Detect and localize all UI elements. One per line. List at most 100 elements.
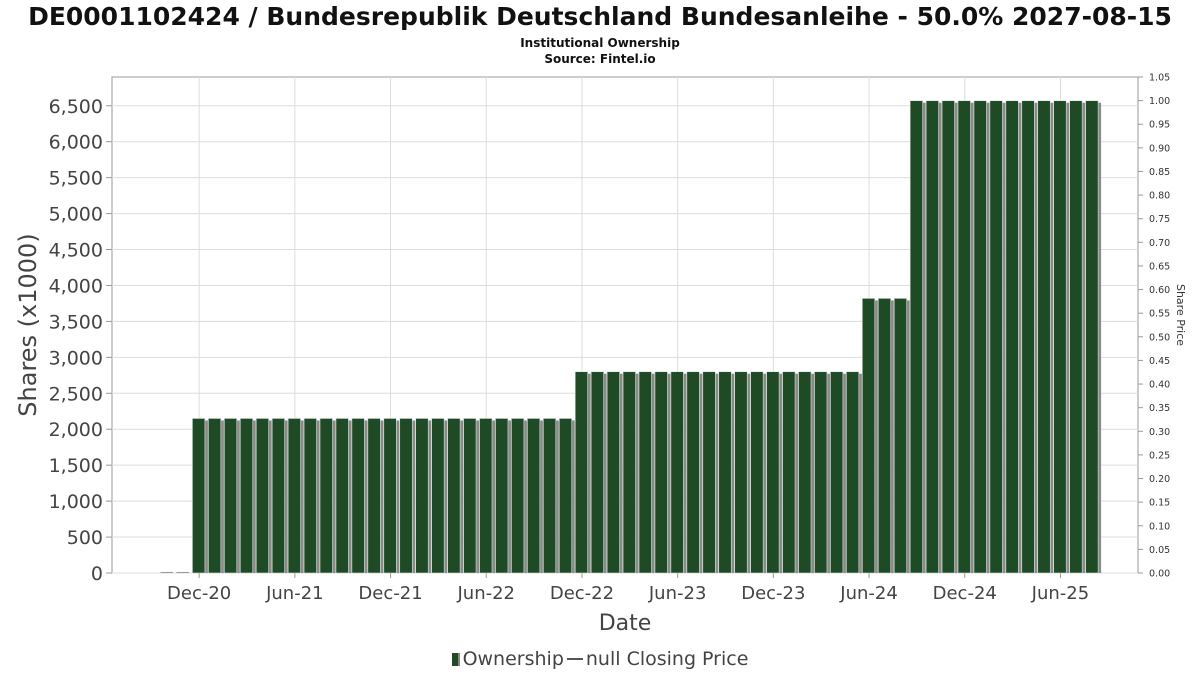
x-axis-title: Date [599, 611, 652, 636]
closing-price-legend-swatch [566, 658, 583, 660]
chart-title: DE0001102424 / Bundesrepublik Deutschlan… [28, 2, 1172, 31]
ownership-bar [335, 418, 349, 574]
ownership-bar [1021, 100, 1035, 574]
y2-tick-label: 0.00 [1149, 569, 1170, 580]
legend-closing-price-label: null Closing Price [585, 648, 749, 670]
ownership-bar [670, 371, 684, 574]
ownership-bar [239, 418, 254, 574]
x-tick-label: Jun-24 [839, 583, 898, 604]
y2-tick-label: 0.85 [1149, 167, 1170, 178]
ownership-bar [447, 418, 461, 574]
ownership-bar [287, 418, 301, 574]
ownership-bar [638, 371, 652, 574]
ownership-bar [271, 418, 285, 574]
y2-tick-label: 0.10 [1149, 521, 1170, 532]
x-tick-label: Jun-25 [1031, 583, 1090, 604]
ownership-bar [718, 371, 732, 574]
y2-tick-label: 0.70 [1149, 238, 1170, 249]
ownership-bar [1053, 100, 1067, 574]
y2-tick-label: 0.05 [1149, 545, 1170, 556]
y2-tick-label: 0.95 [1149, 120, 1170, 131]
x-tick-label: Dec-24 [933, 583, 997, 604]
x-tick-label: Jun-21 [265, 583, 324, 604]
x-tick-label: Jun-23 [648, 583, 707, 604]
ownership-bar [654, 371, 668, 574]
y2-tick-label: 0.40 [1149, 380, 1170, 391]
ownership-bar [1085, 100, 1099, 574]
ownership-bar [957, 100, 971, 574]
y-tick-label: 500 [67, 527, 103, 549]
ownership-bar [734, 371, 748, 574]
ownership-bar [399, 418, 413, 574]
ownership-bar [463, 418, 477, 574]
ownership-bar [319, 418, 333, 574]
x-tick-label: Dec-23 [741, 583, 805, 604]
ownership-bar [1069, 100, 1083, 574]
y-tick-label: 4,500 [49, 240, 103, 262]
y2-tick-label: 0.20 [1149, 474, 1170, 485]
y2-tick-label: 0.55 [1149, 309, 1170, 320]
ownership-bar [846, 371, 860, 574]
y-tick-label: 2,500 [49, 383, 103, 405]
y2-axis-title: Share Price [1174, 284, 1187, 346]
y2-tick-label: 0.30 [1149, 427, 1170, 438]
ownership-bar [798, 371, 812, 574]
ownership-bar [766, 371, 780, 574]
ownership-bar [383, 418, 397, 574]
y2-tick-label: 1.00 [1149, 96, 1170, 107]
chart-subtitle: Institutional Ownership [520, 36, 680, 50]
ownership-bar [941, 100, 955, 574]
chart-source: Source: Fintel.io [544, 52, 656, 66]
ownership-bar [750, 371, 764, 574]
ownership-bar [782, 371, 796, 574]
ownership-bar [527, 418, 541, 574]
y-tick-label: 3,000 [49, 347, 103, 369]
x-tick-label: Dec-20 [167, 583, 231, 604]
y-tick-label: 6,500 [49, 96, 103, 118]
y2-tick-label: 0.75 [1149, 214, 1170, 225]
y-tick-label: 3,500 [49, 311, 103, 333]
y-tick-label: 1,500 [49, 455, 103, 477]
ownership-bar [192, 418, 206, 574]
y-tick-label: 4,000 [49, 275, 103, 297]
ownership-bar [367, 418, 381, 574]
ownership-bar [973, 100, 987, 574]
y2-tick-label: 0.65 [1149, 261, 1170, 272]
ownership-bar [877, 298, 892, 574]
ownership-bar [558, 418, 573, 574]
ownership-bar [702, 371, 716, 574]
ownership-bar [574, 371, 589, 574]
y-tick-label: 1,000 [49, 491, 103, 513]
ownership-bar [495, 418, 509, 574]
ownership-bar [511, 418, 525, 574]
ownership-bar [255, 418, 270, 574]
ownership-bar [814, 371, 828, 574]
legend-ownership-label: Ownership [462, 648, 564, 670]
y-tick-label: 2,000 [49, 419, 103, 441]
ownership-bar [622, 371, 636, 574]
ownership-bar [351, 418, 365, 574]
ownership-bar [893, 298, 908, 574]
ownership-bar [686, 371, 700, 574]
ownership-bar [606, 371, 620, 574]
y-tick-label: 5,500 [49, 168, 103, 190]
ownership-bar [989, 100, 1003, 574]
chart-legend: Ownership null Closing Price [0, 648, 1200, 670]
y2-tick-label: 0.25 [1149, 450, 1170, 461]
y2-tick-label: 0.80 [1149, 191, 1170, 202]
ownership-bar [1005, 100, 1019, 574]
y-axis-title: Shares (x1000) [14, 233, 42, 416]
ownership-bar [415, 418, 429, 574]
ownership-bar [224, 418, 238, 574]
y2-tick-label: 0.15 [1149, 498, 1170, 509]
ownership-bar [479, 418, 493, 574]
ownership-bar [830, 371, 844, 574]
ownership-bar [909, 100, 923, 574]
ownership-bar [542, 418, 557, 574]
y-tick-label: 6,000 [49, 132, 103, 154]
y2-tick-label: 0.90 [1149, 143, 1170, 154]
ownership-bar [208, 418, 222, 574]
y2-tick-label: 0.50 [1149, 332, 1170, 343]
x-tick-label: Dec-22 [550, 583, 614, 604]
